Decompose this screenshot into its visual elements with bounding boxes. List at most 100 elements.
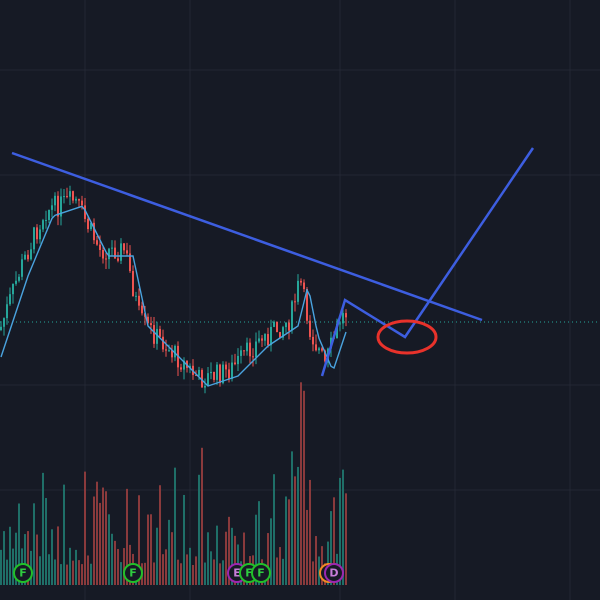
candle-body [222, 364, 224, 384]
candle-body [72, 191, 74, 201]
candle-body [288, 322, 290, 331]
volume-bar [108, 514, 110, 585]
candle-body [108, 248, 110, 260]
volume-bar [234, 535, 236, 585]
volume-bar [153, 562, 155, 585]
volume-bar [318, 556, 320, 585]
volume-bar [111, 533, 113, 585]
volume-bar [306, 509, 308, 585]
volume-bar [216, 525, 218, 585]
candle-body [138, 295, 140, 306]
candle-body [318, 348, 320, 351]
candle-body [0, 326, 2, 330]
candle-body [96, 240, 98, 245]
volume-bar [9, 526, 11, 585]
volume-bar [345, 493, 347, 585]
volume-bar [291, 451, 293, 585]
candle-body [237, 355, 239, 365]
candle-body [234, 362, 236, 365]
candle-body [147, 316, 149, 324]
candle-body [15, 280, 17, 284]
volume-bar [96, 481, 98, 585]
candle-body [54, 195, 56, 206]
volume-bar [120, 562, 122, 585]
candle-body [24, 254, 26, 260]
candle-body [273, 321, 275, 327]
volume-bar [180, 563, 182, 585]
highlight-circle [376, 319, 438, 355]
volume-bar [270, 518, 272, 585]
volume-bar [330, 511, 332, 585]
volume-bar [243, 532, 245, 585]
volume-bar [57, 526, 59, 585]
marker-label: F [257, 567, 265, 580]
volume-bar [309, 479, 311, 585]
candle-body [342, 313, 344, 324]
candle-body [78, 198, 80, 201]
candle-body [225, 364, 227, 370]
volume-bar [279, 547, 281, 585]
candle-body [156, 328, 158, 344]
candle-body [126, 250, 128, 254]
candle-body [123, 243, 125, 251]
volume-bar [99, 502, 101, 585]
candle-body [69, 191, 71, 197]
volume-bar [333, 497, 335, 585]
volume-bar [39, 556, 41, 585]
candle-body [129, 253, 131, 272]
candle-body [120, 243, 122, 261]
candle-body [276, 321, 278, 333]
volume-bar [342, 469, 344, 585]
candle-body [189, 365, 191, 368]
candle-body [294, 301, 296, 303]
volume-bar [81, 564, 83, 585]
candle-body [93, 222, 95, 241]
candle-body [60, 196, 62, 217]
volume-bar [90, 563, 92, 585]
candle-body [168, 350, 170, 352]
volume-bar [303, 390, 305, 585]
candle-body [339, 323, 341, 325]
candle-body [39, 229, 41, 240]
volume-bar [267, 533, 269, 585]
candle-body [270, 326, 272, 346]
trend-line [11, 151, 483, 322]
candle-body [33, 227, 35, 250]
projection-path [320, 147, 535, 377]
volume-bar [204, 562, 206, 585]
candle-body [300, 280, 302, 283]
volume-bar [195, 556, 197, 585]
candle-body [204, 385, 206, 388]
volume-bar [60, 564, 62, 585]
candle-body [258, 338, 260, 342]
candle-body [48, 209, 50, 220]
volume-bar [0, 549, 2, 585]
candle-body [345, 313, 347, 318]
volume-bar [144, 562, 146, 585]
candle-body [198, 369, 200, 376]
volume-bar [15, 532, 17, 585]
candle-body [174, 345, 176, 358]
candle-body [66, 196, 68, 198]
candle-body [213, 371, 215, 380]
candle-body [240, 350, 242, 356]
volume-bar [228, 516, 230, 585]
candle-body [150, 323, 152, 326]
volume-bar [117, 549, 119, 585]
volume-bar [225, 531, 227, 585]
candle-body [231, 362, 233, 379]
volume-bar [321, 546, 323, 585]
candle-body [75, 198, 77, 201]
volume-bar [282, 558, 284, 585]
volume-bar [6, 559, 8, 585]
candle-body [219, 364, 221, 384]
volume-bar [63, 484, 65, 585]
marker-label: F [245, 567, 253, 580]
candle-body [135, 295, 137, 297]
volume-bar [48, 554, 50, 585]
volume-bar [105, 491, 107, 585]
volume-bar [162, 554, 164, 585]
candle-body [84, 205, 86, 219]
volume-bar [201, 447, 203, 585]
